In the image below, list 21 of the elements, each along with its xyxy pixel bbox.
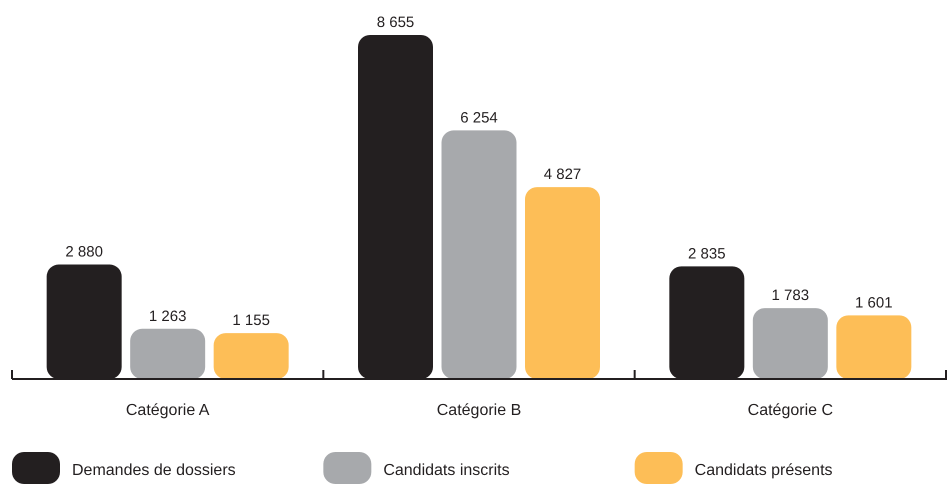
data-label: 1 155 [232, 312, 270, 330]
data-label: 1 601 [855, 294, 893, 312]
bar [130, 328, 206, 379]
bar [214, 333, 289, 379]
legend-label: Candidats présents [694, 462, 833, 479]
data-label: 2 880 [65, 244, 103, 261]
x-tick-label: Catégorie B [436, 402, 522, 419]
data-label: 6 254 [460, 109, 498, 126]
data-label: 4 827 [544, 166, 582, 184]
data-label: 1 783 [772, 287, 810, 304]
bar [525, 187, 600, 379]
legend-label: Demandes de dossiers [72, 462, 236, 479]
data-label: 8 655 [376, 14, 414, 31]
bar [752, 308, 828, 379]
x-tick-label: Catégorie C [748, 402, 834, 419]
x-tick-label: Catégorie A [126, 402, 210, 419]
data-label: 2 835 [688, 245, 726, 262]
bar [442, 130, 516, 379]
bar [836, 315, 912, 379]
data-label: 1 263 [148, 308, 186, 325]
legend-label: Candidats inscrits [383, 462, 510, 479]
